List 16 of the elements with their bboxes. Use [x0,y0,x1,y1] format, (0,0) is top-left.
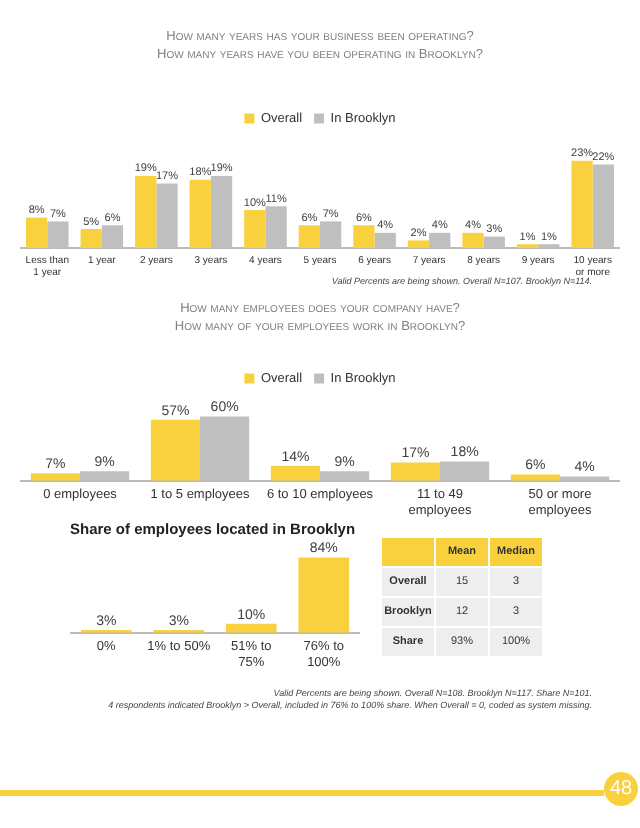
bar [353,225,375,248]
bar [462,232,484,248]
bar [298,225,320,248]
bar [390,462,440,481]
bar [571,160,593,248]
bar [189,179,211,248]
bar [244,210,266,248]
bar [135,175,157,248]
bar [150,419,200,481]
bar [30,473,80,481]
bar [26,217,48,248]
page-badge: 48 [604,772,638,806]
bar [407,240,430,248]
bar [80,229,102,248]
bar [270,465,320,481]
bar [510,474,560,481]
